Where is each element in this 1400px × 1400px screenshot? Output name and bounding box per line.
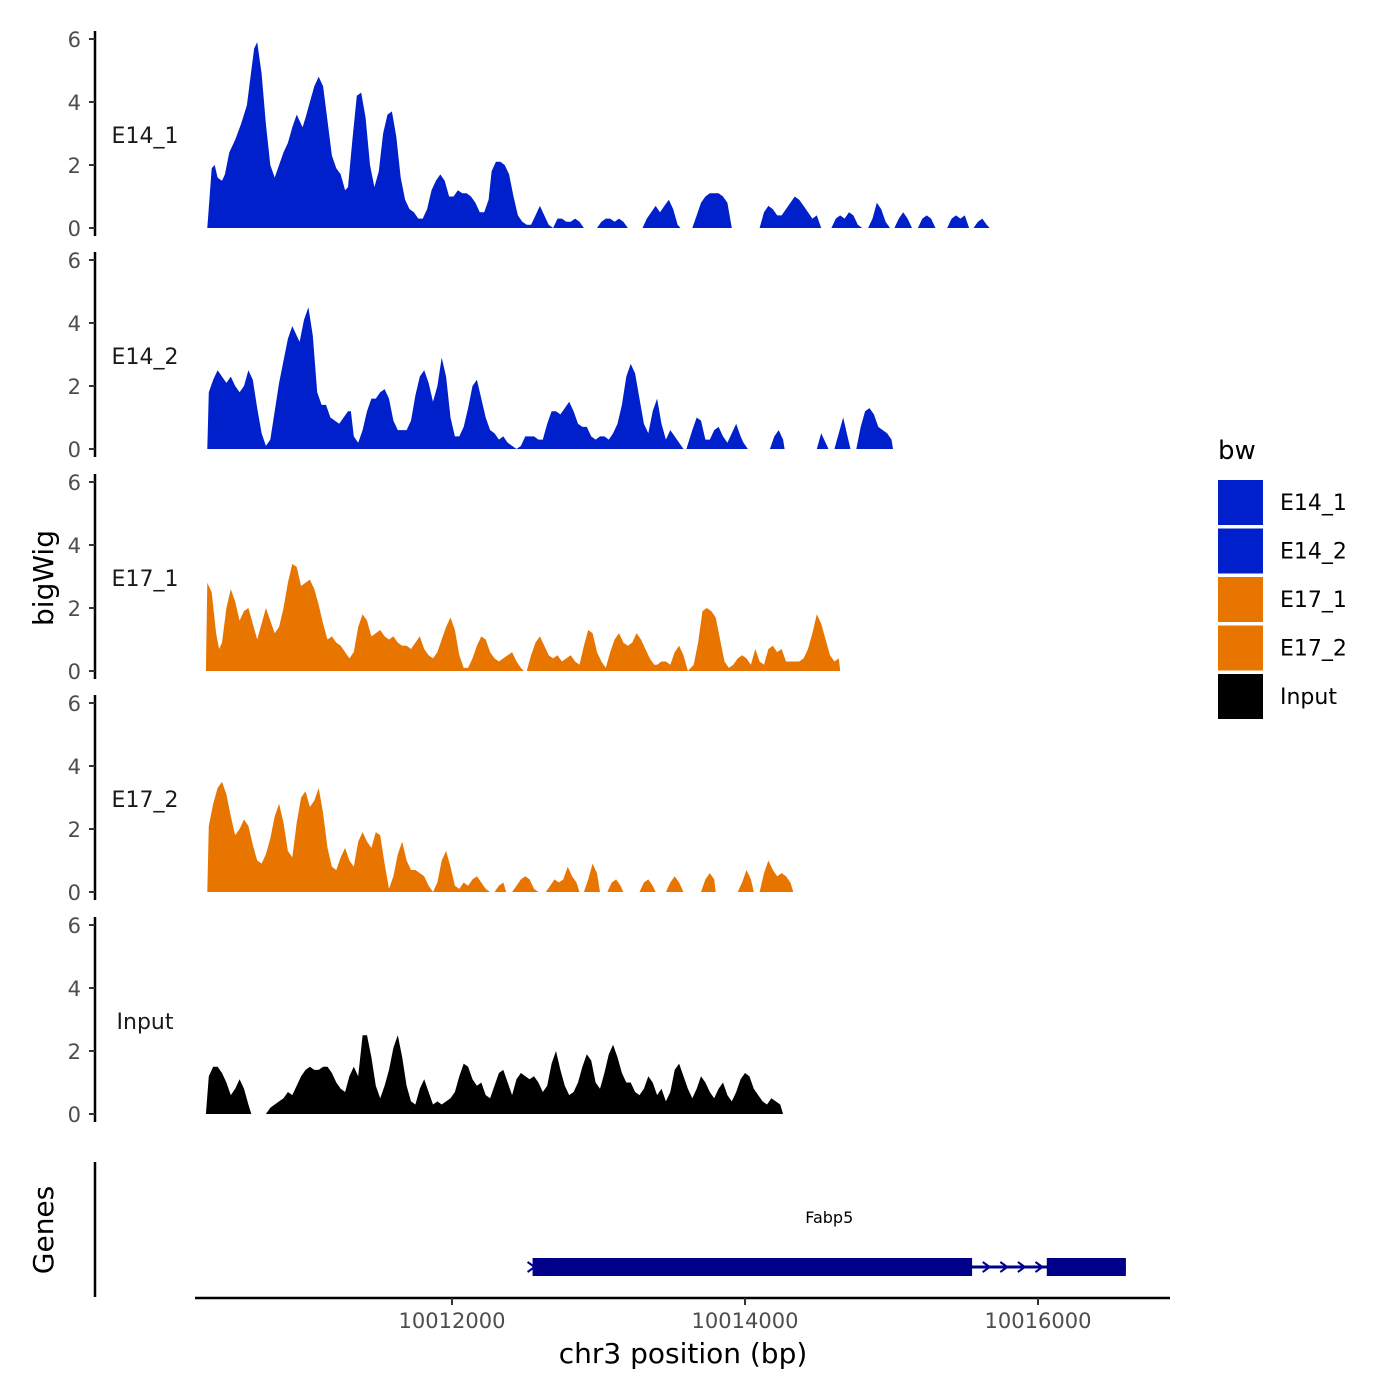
- y-tick-label: 0: [68, 881, 81, 905]
- legend-label: E14_2: [1280, 540, 1347, 565]
- y-tick-label: 6: [68, 28, 81, 52]
- x-tick-label: 10016000: [985, 1309, 1092, 1333]
- x-tick-label: 10014000: [692, 1309, 799, 1333]
- track-panels: 0 2 4 6 E14_1 0 2 4 6 E14_2 0 2 4 6 E17_1 0 2 4 6 E17_2 0 2 4 6…: [68, 28, 990, 1127]
- x-axis-title: chr3 position (bp): [559, 1337, 808, 1370]
- track-e17_2: 0 2 4 6 E17_2: [68, 692, 794, 905]
- y-tick-label: 0: [68, 438, 81, 462]
- y-tick-label: 4: [68, 977, 81, 1001]
- gene-label: Fabp5: [805, 1208, 853, 1227]
- track-label: E14_1: [112, 124, 179, 149]
- track-e14_1: 0 2 4 6 E14_1: [68, 28, 990, 241]
- y-tick-label: 6: [68, 249, 81, 273]
- y-tick-label: 4: [68, 91, 81, 115]
- y-tick-label: 2: [68, 818, 81, 842]
- y-tick-label: 0: [68, 217, 81, 241]
- track-label: E14_2: [112, 345, 179, 370]
- gene-exon: [557, 1258, 973, 1276]
- legend-label: Input: [1280, 685, 1337, 710]
- y-tick-label: 0: [68, 660, 81, 684]
- track-e14_2: 0 2 4 6 E14_2: [68, 249, 894, 462]
- strand-arrow: [982, 1261, 992, 1273]
- y-tick-label: 4: [68, 755, 81, 779]
- y-tick-label: 6: [68, 471, 81, 495]
- genes-panel: Fabp5: [93, 1162, 1126, 1297]
- track-input: 0 2 4 6 Input: [68, 914, 784, 1127]
- track-e17_1: 0 2 4 6 E17_1: [68, 471, 841, 684]
- y-tick-label: 2: [68, 154, 81, 178]
- y-tick-label: 2: [68, 1040, 81, 1064]
- track-label: Input: [117, 1010, 174, 1035]
- x-axis: 10012000 10014000 10016000: [195, 1296, 1170, 1333]
- legend-swatch-e17_2: [1218, 625, 1263, 671]
- gene-exon: [1046, 1258, 1126, 1276]
- y-tick-label: 2: [68, 597, 81, 621]
- legend-label: E17_1: [1280, 588, 1347, 613]
- legend-swatch-e14_1: [1218, 480, 1263, 525]
- legend-label: E14_1: [1280, 491, 1347, 516]
- coverage-area-e17_2: [207, 781, 794, 892]
- track-label: E17_2: [112, 788, 179, 813]
- legend-swatch-e14_2: [1218, 528, 1263, 574]
- track-label: E17_1: [112, 567, 179, 592]
- legend-swatch-e17_1: [1218, 577, 1263, 622]
- x-tick-label: 10012000: [399, 1309, 506, 1333]
- legend-title: bw: [1218, 436, 1256, 466]
- coverage-area-e17_1: [205, 563, 841, 671]
- y-tick-label: 4: [68, 534, 81, 558]
- strand-arrow: [1017, 1261, 1027, 1273]
- coverage-area-input: [205, 1035, 784, 1114]
- y-tick-label: 0: [68, 1103, 81, 1127]
- strand-arrow: [526, 1261, 537, 1273]
- y-axis-title: bigWig: [27, 530, 60, 626]
- y-tick-label: 6: [68, 914, 81, 938]
- gene-exon: [532, 1258, 558, 1276]
- legend: bw E14_1 E14_2 E17_1 E17_2 Input: [1218, 436, 1347, 719]
- coverage-area-e14_1: [207, 42, 990, 228]
- genes-axis-title: Genes: [27, 1186, 60, 1274]
- coverage-area-e14_2: [207, 307, 894, 449]
- strand-arrow: [1034, 1261, 1045, 1273]
- legend-label: E17_2: [1280, 637, 1347, 662]
- y-tick-label: 6: [68, 692, 81, 716]
- y-tick-label: 4: [68, 312, 81, 336]
- y-tick-label: 2: [68, 375, 81, 399]
- strand-arrow: [999, 1261, 1010, 1273]
- legend-swatch-input: [1218, 674, 1263, 719]
